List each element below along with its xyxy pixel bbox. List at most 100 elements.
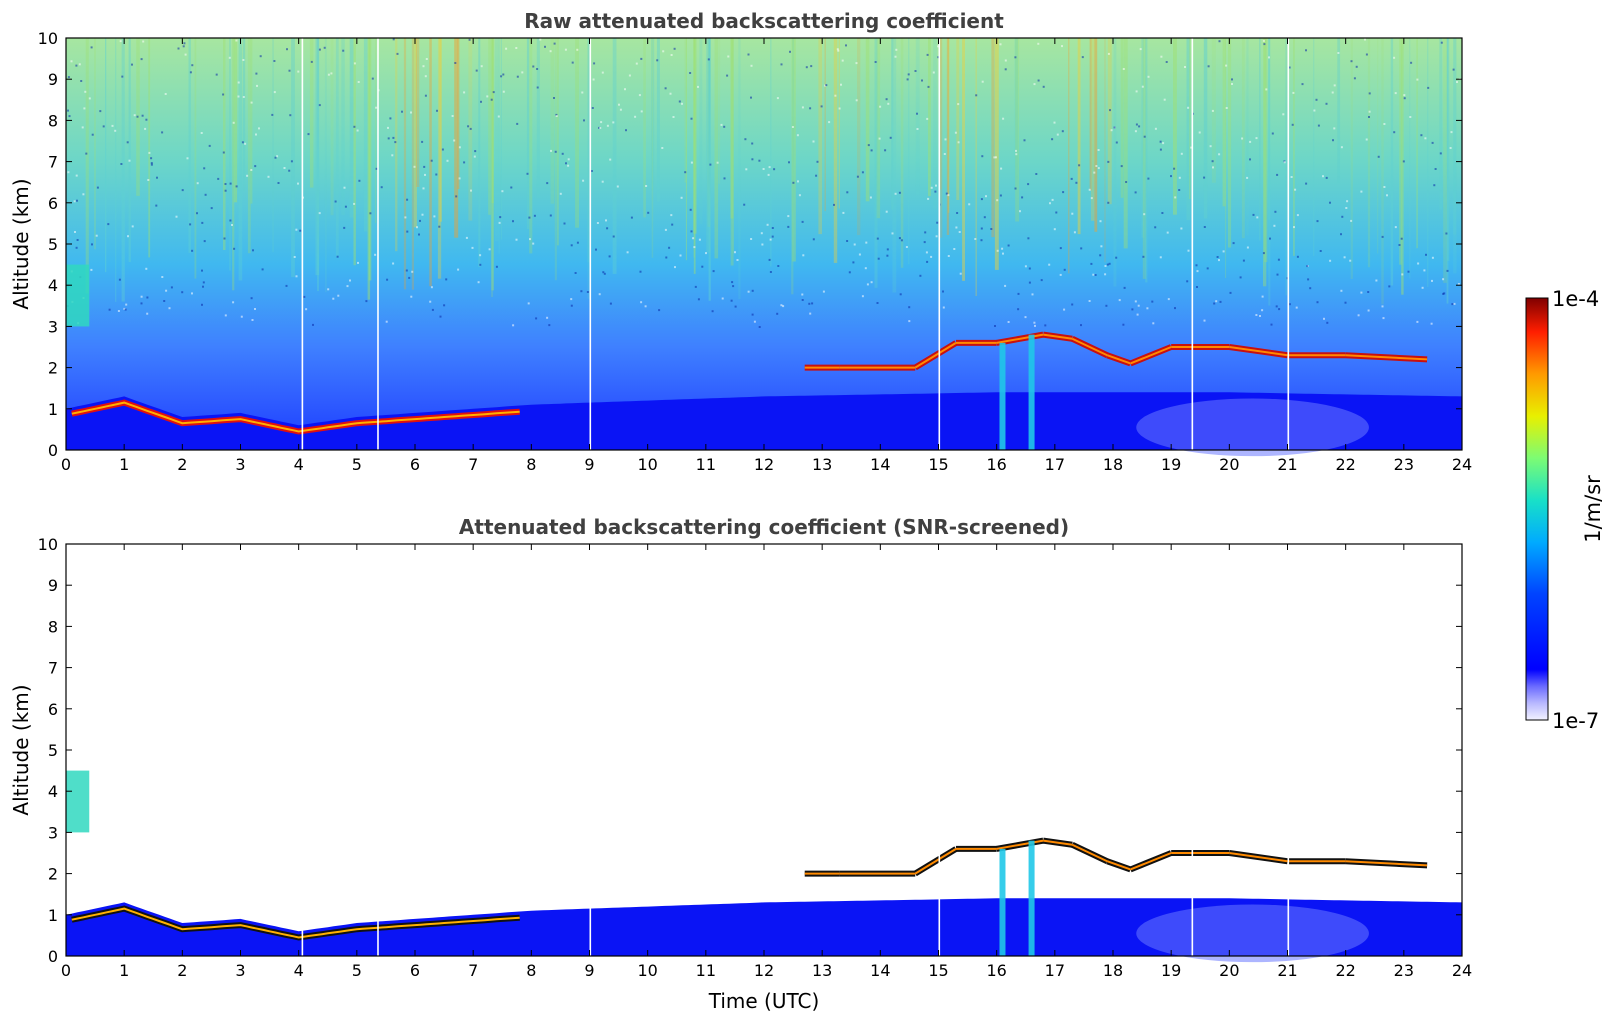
noise-streak bbox=[1285, 38, 1288, 296]
noise-speckle bbox=[1409, 116, 1412, 118]
x-tick-label: 13 bbox=[812, 961, 832, 980]
noise-streak bbox=[1123, 38, 1128, 249]
noise-speckle bbox=[1063, 308, 1066, 311]
noise-speckle bbox=[421, 140, 424, 143]
noise-speckle bbox=[242, 59, 245, 61]
noise-speckle bbox=[994, 325, 996, 327]
noise-speckle bbox=[886, 254, 889, 257]
noise-streak bbox=[413, 38, 417, 228]
noise-speckle bbox=[1070, 177, 1073, 180]
noise-speckle bbox=[215, 73, 218, 76]
noise-streak bbox=[770, 38, 772, 267]
noise-speckle bbox=[1383, 186, 1386, 188]
noise-speckle bbox=[1007, 244, 1010, 247]
noise-speckle bbox=[1063, 268, 1066, 271]
noise-speckle bbox=[145, 267, 148, 270]
noise-speckle bbox=[1027, 183, 1030, 186]
noise-speckle bbox=[1360, 190, 1363, 193]
noise-speckle bbox=[510, 186, 513, 189]
noise-speckle bbox=[805, 66, 808, 69]
noise-speckle bbox=[1268, 56, 1270, 59]
noise-speckle bbox=[1109, 109, 1111, 112]
noise-speckle bbox=[410, 111, 412, 114]
x-tick-label: 11 bbox=[696, 455, 716, 474]
noise-streak bbox=[491, 38, 494, 291]
noise-speckle bbox=[164, 93, 167, 95]
noise-speckle bbox=[1400, 237, 1403, 240]
noise-speckle bbox=[1421, 286, 1424, 289]
noise-speckle bbox=[1296, 214, 1299, 217]
noise-speckle bbox=[1106, 263, 1109, 266]
noise-speckle bbox=[606, 227, 609, 230]
noise-speckle bbox=[697, 85, 699, 88]
noise-streak bbox=[612, 38, 617, 274]
noise-speckle bbox=[95, 234, 98, 237]
noise-speckle bbox=[1307, 278, 1310, 281]
noise-speckle bbox=[1360, 291, 1363, 294]
noise-speckle bbox=[1080, 324, 1082, 327]
noise-speckle bbox=[618, 103, 620, 106]
noise-speckle bbox=[570, 304, 573, 307]
noise-speckle bbox=[293, 256, 296, 258]
noise-speckle bbox=[223, 237, 226, 240]
noise-speckle bbox=[602, 271, 605, 274]
noise-speckle bbox=[147, 179, 150, 181]
noise-speckle bbox=[947, 194, 950, 197]
noise-speckle bbox=[297, 70, 300, 73]
noise-speckle bbox=[114, 129, 117, 132]
noise-speckle bbox=[150, 163, 153, 166]
noise-speckle bbox=[242, 96, 245, 98]
noise-streak bbox=[1228, 38, 1232, 248]
noise-speckle bbox=[1423, 269, 1426, 272]
noise-speckle bbox=[191, 249, 194, 252]
noise-speckle bbox=[256, 84, 258, 87]
noise-speckle bbox=[624, 88, 626, 91]
cloud-layer-core bbox=[1345, 354, 1428, 361]
noise-speckle bbox=[310, 60, 313, 63]
noise-speckle bbox=[559, 192, 562, 195]
noise-speckle bbox=[512, 324, 515, 327]
noise-speckle bbox=[1110, 129, 1113, 132]
x-tick-label: 4 bbox=[294, 455, 304, 474]
noise-speckle bbox=[479, 254, 482, 257]
noise-speckle bbox=[1115, 256, 1118, 259]
noise-speckle bbox=[1416, 78, 1419, 81]
noise-speckle bbox=[812, 238, 815, 241]
noise-speckle bbox=[1028, 267, 1031, 270]
noise-streak bbox=[1350, 38, 1353, 279]
noise-speckle bbox=[497, 115, 500, 118]
noise-speckle bbox=[1186, 280, 1189, 283]
cloud-layer-core bbox=[1043, 839, 1073, 846]
noise-speckle bbox=[1269, 237, 1271, 240]
noise-speckle bbox=[796, 134, 799, 137]
aerosol-plume bbox=[66, 770, 90, 833]
x-tick-label: 12 bbox=[754, 455, 774, 474]
noise-speckle bbox=[550, 149, 552, 152]
noise-speckle bbox=[91, 133, 94, 136]
x-axis-ticks-raw: 0 1 2 3 4 5 6 7 8 9 10 11 12 13 14 15 16 17 18 19 20 21 22 23 24 bbox=[61, 38, 1472, 474]
noise-speckle bbox=[431, 308, 434, 311]
noise-speckle bbox=[1166, 231, 1169, 234]
noise-speckle bbox=[67, 171, 70, 174]
noise-speckle bbox=[224, 183, 227, 185]
noise-speckle bbox=[1290, 176, 1293, 178]
noise-streak bbox=[368, 38, 372, 281]
cloud-layer-core bbox=[1345, 860, 1428, 867]
noise-speckle bbox=[446, 159, 449, 162]
noise-speckle bbox=[191, 64, 194, 67]
noise-speckle bbox=[353, 62, 356, 65]
x-tick-label: 3 bbox=[235, 961, 245, 980]
noise-speckle bbox=[1000, 167, 1003, 170]
noise-speckle bbox=[1288, 66, 1291, 69]
noise-speckle bbox=[252, 249, 254, 252]
cloud-layer-core bbox=[1043, 333, 1073, 340]
noise-speckle bbox=[934, 190, 937, 193]
noise-speckle bbox=[124, 308, 127, 311]
noise-speckle bbox=[782, 305, 785, 308]
noise-speckle bbox=[894, 55, 897, 58]
cloud-layer-core bbox=[1130, 346, 1172, 365]
y-tick-label: 2 bbox=[48, 865, 58, 884]
noise-streak bbox=[85, 38, 89, 294]
noise-speckle bbox=[1417, 262, 1420, 265]
noise-speckle bbox=[274, 156, 277, 159]
